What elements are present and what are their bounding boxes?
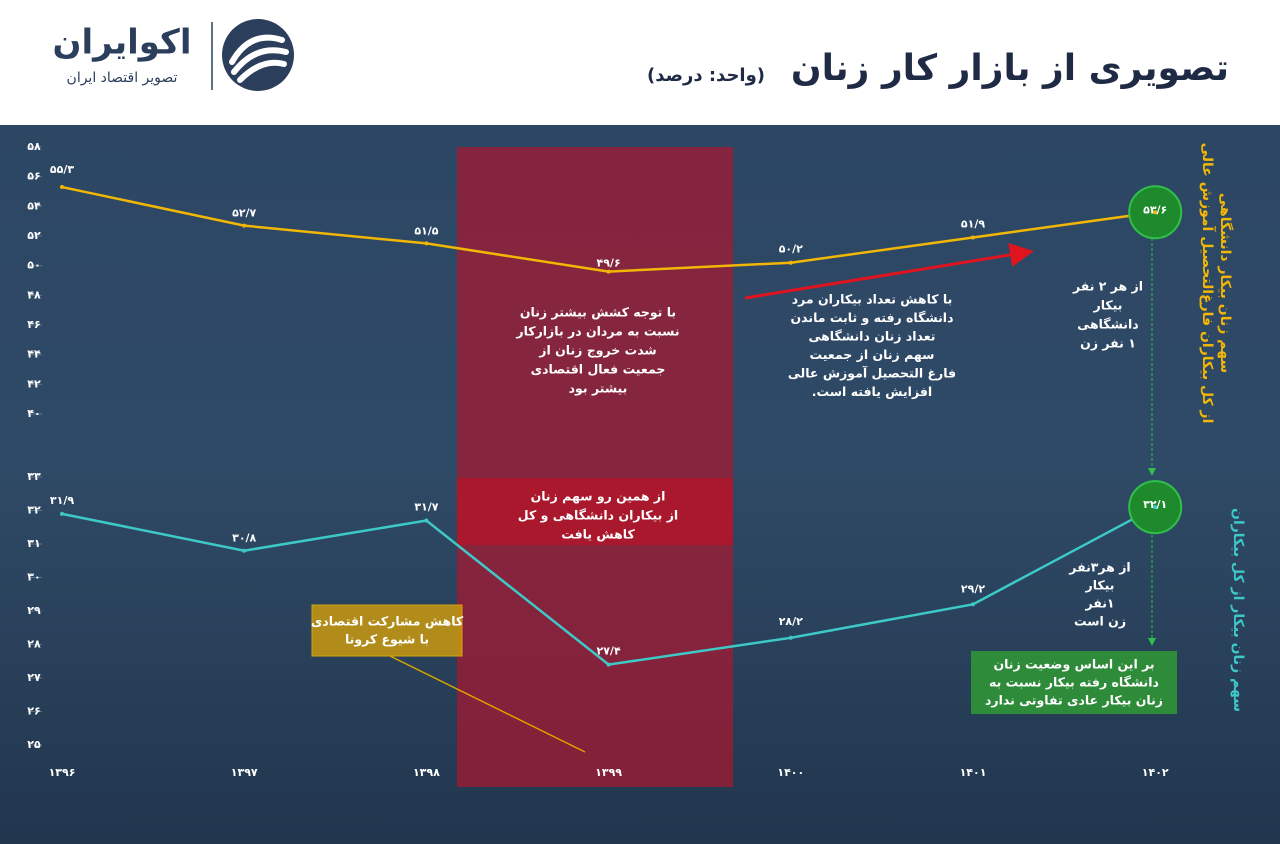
x-tick-label: ۱۳۹۹ bbox=[595, 766, 622, 779]
x-tick-label: ۱۳۹۸ bbox=[413, 766, 440, 779]
y-tick-label: ۵۸ bbox=[27, 140, 41, 153]
annotation-leader bbox=[389, 655, 586, 753]
y-axis-label: سهم زنان بیکار دانشگاهی bbox=[1217, 193, 1234, 373]
annotation-text: افزایش یافته است. bbox=[812, 384, 932, 399]
annotation-text: جمعیت فعال اقتصادی bbox=[531, 362, 666, 377]
value-label: ۵۲/۷ bbox=[232, 207, 256, 220]
x-tick-label: ۱۳۹۷ bbox=[231, 766, 258, 779]
annotation-text: نسبت به مردان در بازارکار bbox=[515, 324, 679, 339]
annotation-text: کاهش یافت bbox=[561, 527, 635, 542]
data-point bbox=[60, 511, 64, 516]
value-label: ۵۳/۶ bbox=[1143, 203, 1167, 216]
logo-tagline: تصویر اقتصاد ایران bbox=[67, 70, 178, 86]
logo-icon bbox=[222, 19, 294, 91]
annotation-text: از بیکاران دانشگاهی و کل bbox=[518, 508, 678, 523]
y-axis-label: سهم زنان بیکار از کل بیکاران bbox=[1230, 508, 1246, 712]
value-label: ۲۷/۴ bbox=[597, 645, 621, 658]
y-tick-label: ۴۴ bbox=[27, 348, 41, 361]
annotation-text: شدت خروج زنان از bbox=[538, 343, 656, 358]
y-tick-label: ۵۰ bbox=[27, 259, 40, 272]
data-point bbox=[971, 602, 975, 607]
x-tick-label: ۱۴۰۰ bbox=[777, 766, 804, 779]
data-point bbox=[606, 662, 611, 667]
y-tick-label: ۴۸ bbox=[27, 288, 41, 301]
value-label: ۲۹/۲ bbox=[961, 582, 985, 595]
y-tick-label: ۲۷ bbox=[27, 671, 41, 684]
data-point bbox=[788, 260, 793, 265]
logo-name: اکوایران bbox=[53, 23, 192, 63]
x-tick-label: ۱۴۰۱ bbox=[960, 766, 987, 779]
value-label: ۵۱/۵ bbox=[414, 224, 438, 237]
annotation-text: بیکار bbox=[1093, 298, 1123, 313]
data-point bbox=[1153, 505, 1158, 510]
value-label: ۵۱/۹ bbox=[961, 217, 985, 230]
highlight-band bbox=[457, 147, 733, 787]
y-tick-label: ۵۴ bbox=[27, 199, 41, 212]
y-tick-label: ۳۱ bbox=[27, 537, 40, 550]
data-point bbox=[242, 548, 247, 553]
annotation-text: ۱ نفر زن bbox=[1080, 336, 1136, 351]
highlight-box bbox=[457, 478, 733, 545]
value-label: ۳۰/۸ bbox=[232, 532, 256, 545]
data-point bbox=[242, 223, 247, 228]
y-tick-label: ۲۸ bbox=[27, 638, 41, 651]
annotation-text: دانشگاهی bbox=[1077, 317, 1138, 332]
value-label: ۳۲/۱ bbox=[1143, 498, 1167, 511]
annotation-text: بر این اساس وضعیت زنان bbox=[993, 657, 1154, 672]
annotation-text: بیکار bbox=[1085, 578, 1115, 593]
annotation-text: سهم زنان از جمعیت bbox=[810, 347, 935, 362]
header-band bbox=[0, 0, 1280, 125]
data-point bbox=[606, 269, 611, 274]
y-tick-label: ۴۰ bbox=[27, 407, 40, 420]
value-label: ۴۹/۶ bbox=[597, 257, 621, 270]
value-label: ۵۵/۳ bbox=[50, 163, 74, 176]
annotation-text: با کاهش تعداد بیکاران مرد bbox=[792, 292, 953, 307]
y-tick-label: ۲۶ bbox=[27, 705, 40, 718]
y-tick-label: ۳۳ bbox=[27, 470, 41, 483]
annotation-text: ۱نفر bbox=[1084, 596, 1114, 611]
data-point bbox=[424, 518, 429, 523]
x-tick-label: ۱۳۹۶ bbox=[49, 766, 76, 779]
y-tick-label: ۲۹ bbox=[27, 604, 41, 617]
value-label: ۳۱/۹ bbox=[50, 494, 74, 507]
annotation-text: فارغ التحصیل آموزش عالی bbox=[788, 366, 956, 381]
y-tick-label: ۵۶ bbox=[27, 170, 40, 183]
annotation-text: زن است bbox=[1074, 614, 1126, 629]
data-point bbox=[60, 185, 64, 190]
annotation-box bbox=[971, 651, 1177, 714]
annotation-text: دانشگاه رفته بیکار نسبت به bbox=[989, 675, 1159, 690]
y-tick-label: ۴۶ bbox=[27, 318, 40, 331]
x-tick-label: ۱۴۰۲ bbox=[1142, 766, 1169, 779]
y-tick-label: ۳۰ bbox=[27, 571, 40, 584]
annotation-box bbox=[311, 604, 463, 657]
value-label: ۵۰/۲ bbox=[779, 243, 803, 256]
data-point bbox=[1153, 210, 1158, 215]
annotation-text: با شیوع کرونا bbox=[345, 632, 429, 647]
annotation-text: تعداد زنان دانشگاهی bbox=[808, 329, 935, 344]
plot: ۵۸ ۵۶ ۵۴ ۵۲ ۵۰ ۴۸ ۴۶ ۴۴ ۴۲ ۴۰ سهم زنان بیکار دانشگ… bbox=[27, 140, 1246, 779]
value-label: ۲۸/۲ bbox=[779, 615, 803, 628]
annotation-text: از هر۳نفر bbox=[1068, 560, 1130, 575]
annotation-text: از همین رو سهم زنان bbox=[531, 489, 666, 504]
annotation-text: بیشتر بود bbox=[569, 381, 628, 396]
y-tick-label: ۵۲ bbox=[27, 229, 41, 242]
trend-arrow bbox=[744, 243, 1034, 300]
annotation-text: با توجه کشش بیشتر زنان bbox=[520, 305, 676, 320]
value-label: ۳۱/۷ bbox=[414, 501, 438, 514]
annotation-text: دانشگاه رفته و ثابت ماندن bbox=[790, 310, 953, 325]
title: تصویری از بازار کار زنان bbox=[791, 48, 1229, 89]
y-tick-label: ۴۲ bbox=[27, 377, 41, 390]
annotation-text: زنان بیکار عادی تفاوتی ندارد bbox=[985, 693, 1163, 708]
annotation-text: از هر ۲ نفر bbox=[1072, 279, 1143, 294]
data-point bbox=[788, 635, 793, 640]
data-point bbox=[971, 235, 975, 240]
subtitle: (واحد: درصد) bbox=[647, 65, 765, 86]
y-axis-label: از کل بیکاران فارغ‌التحصیل آموزش عالی bbox=[1199, 143, 1217, 424]
data-point bbox=[424, 241, 429, 246]
y-tick-label: ۳۲ bbox=[27, 504, 41, 517]
y-tick-label: ۲۵ bbox=[27, 738, 41, 751]
annotation-text: کاهش مشارکت اقتصادی bbox=[311, 614, 464, 629]
